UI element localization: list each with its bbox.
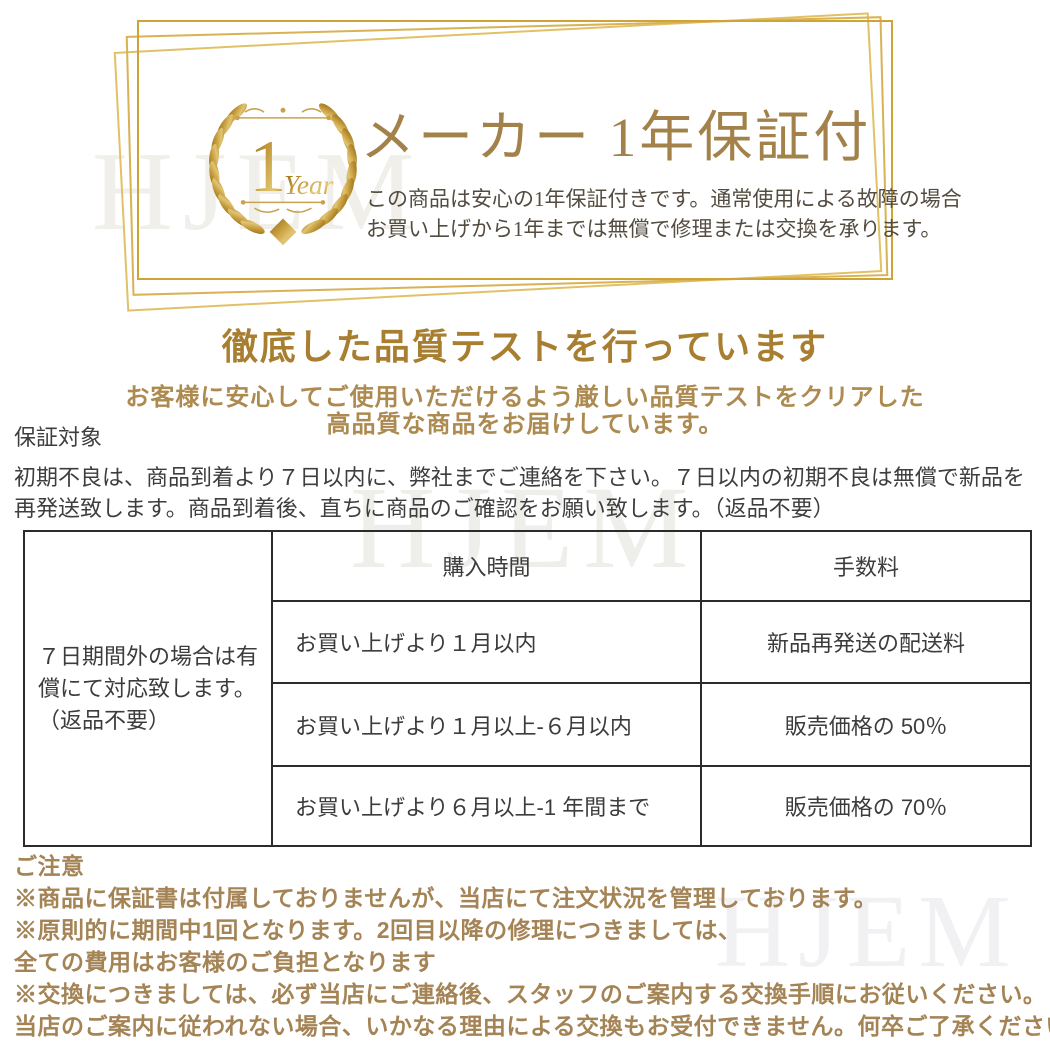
- note-line: 当店のご案内に従われない場合、いかなる理由による交換もお受付できません。何卒ご了…: [14, 1013, 1050, 1039]
- coverage-label: 保証対象: [14, 425, 103, 450]
- table-row: お買い上げより６月以上-1 年間まで 販売価格の 70％: [24, 765, 1032, 847]
- period-cell: お買い上げより１月以上-６月以内: [271, 682, 702, 767]
- warranty-hero-banner: 1 Year メーカー 1年保証付 この商品は安心の1年保証付きです。通常使用に…: [0, 0, 1050, 322]
- gold-frame-inner: [137, 20, 893, 280]
- badge-unit: Year: [284, 169, 334, 200]
- quality-section: 徹底した品質テストを行っています お客様に安心してご使用いただけるよう厳しい品質…: [0, 318, 1050, 438]
- column-header-fee: 手数料: [700, 530, 1032, 602]
- side-note-line3: （返品不要）: [38, 707, 171, 733]
- note-line: ※商品に保証書は付属しておりませんが、当店にて注文状況を管理しております。: [14, 885, 878, 911]
- one-year-laurel-badge-icon: 1 Year: [209, 103, 357, 246]
- brand-watermark: HJEM: [715, 874, 1019, 989]
- note-line: ※原則的に期間中1回となります。2回目以降の修理につきましては、: [14, 917, 742, 943]
- period-cell: お買い上げより１月以内: [271, 600, 702, 684]
- table-side-note-cell: ７日期間外の場合は有 償にて対応致します。 （返品不要）: [23, 530, 273, 847]
- side-note-line2: 償にて対応致します。: [38, 675, 256, 701]
- warranty-subtitle-line2: お買い上げから1年までは無償で修理または交換を承ります。: [366, 217, 942, 241]
- quality-heading: 徹底した品質テストを行っています: [221, 327, 829, 367]
- notes-title: ご注意: [14, 853, 85, 879]
- table-row: お買い上げより１月以内 新品再発送の配送料: [24, 600, 1032, 684]
- period-cell: お買い上げより６月以上-1 年間まで: [271, 765, 702, 847]
- quality-subtext: お客様に安心してご使用いただけるよう厳しい品質テストをクリアした 高品質な商品を…: [0, 384, 1050, 438]
- warranty-subtitle: この商品は安心の1年保証付きです。通常使用による故障の場合 お買い上げから1年ま…: [366, 184, 962, 244]
- quality-subtext-line2: 高品質な商品をお届けしています。: [326, 411, 724, 438]
- note-line: ※交換につきましては、必ず当店にご連絡後、スタッフのご案内する交換手順にお従いく…: [14, 981, 1047, 1007]
- coverage-section: 保証対象 初期不良は、商品到着より７日以内に、弊社までご連絡を下さい。７日以内の…: [14, 420, 1038, 524]
- warranty-subtitle-line1: この商品は安心の1年保証付きです。通常使用による故障の場合: [366, 187, 962, 211]
- fee-cell: 新品再発送の配送料: [700, 600, 1032, 684]
- table-row: お買い上げより１月以上-６月以内 販売価格の 50％: [24, 682, 1032, 767]
- coverage-line1: 初期不良は、商品到着より７日以内に、弊社までご連絡を下さい。７日以内の初期不良は…: [14, 465, 1025, 490]
- table-header-row: ７日期間外の場合は有 償にて対応致します。 （返品不要） 購入時間 手数料: [23, 530, 1032, 847]
- fee-cell: 販売価格の 50％: [700, 682, 1032, 767]
- quality-subtext-line1: お客様に安心してご使用いただけるよう厳しい品質テストをクリアした: [125, 384, 925, 411]
- column-header-period: 購入時間: [271, 530, 702, 602]
- notes-section: ご注意 ※商品に保証書は付属しておりませんが、当店にて注文状況を管理しております…: [14, 850, 1050, 1042]
- badge-number: 1: [249, 126, 286, 208]
- repair-fee-table: ７日期間外の場合は有 償にて対応致します。 （返品不要） 購入時間 手数料 お買…: [23, 530, 1032, 847]
- side-note-line1: ７日期間外の場合は有: [38, 643, 259, 669]
- warranty-title: メーカー 1年保証付: [360, 107, 872, 168]
- brand-watermark: HJEM: [92, 130, 425, 254]
- coverage-description: 初期不良は、商品到着より７日以内に、弊社までご連絡を下さい。７日以内の初期不良は…: [14, 462, 1038, 524]
- coverage-line2: 再発送致します。商品到着後、直ちに商品のご確認をお願い致します。（返品不要）: [14, 496, 835, 521]
- fee-cell: 販売価格の 70％: [700, 765, 1032, 847]
- note-line: 全ての費用はお客様のご負担となります: [14, 949, 437, 975]
